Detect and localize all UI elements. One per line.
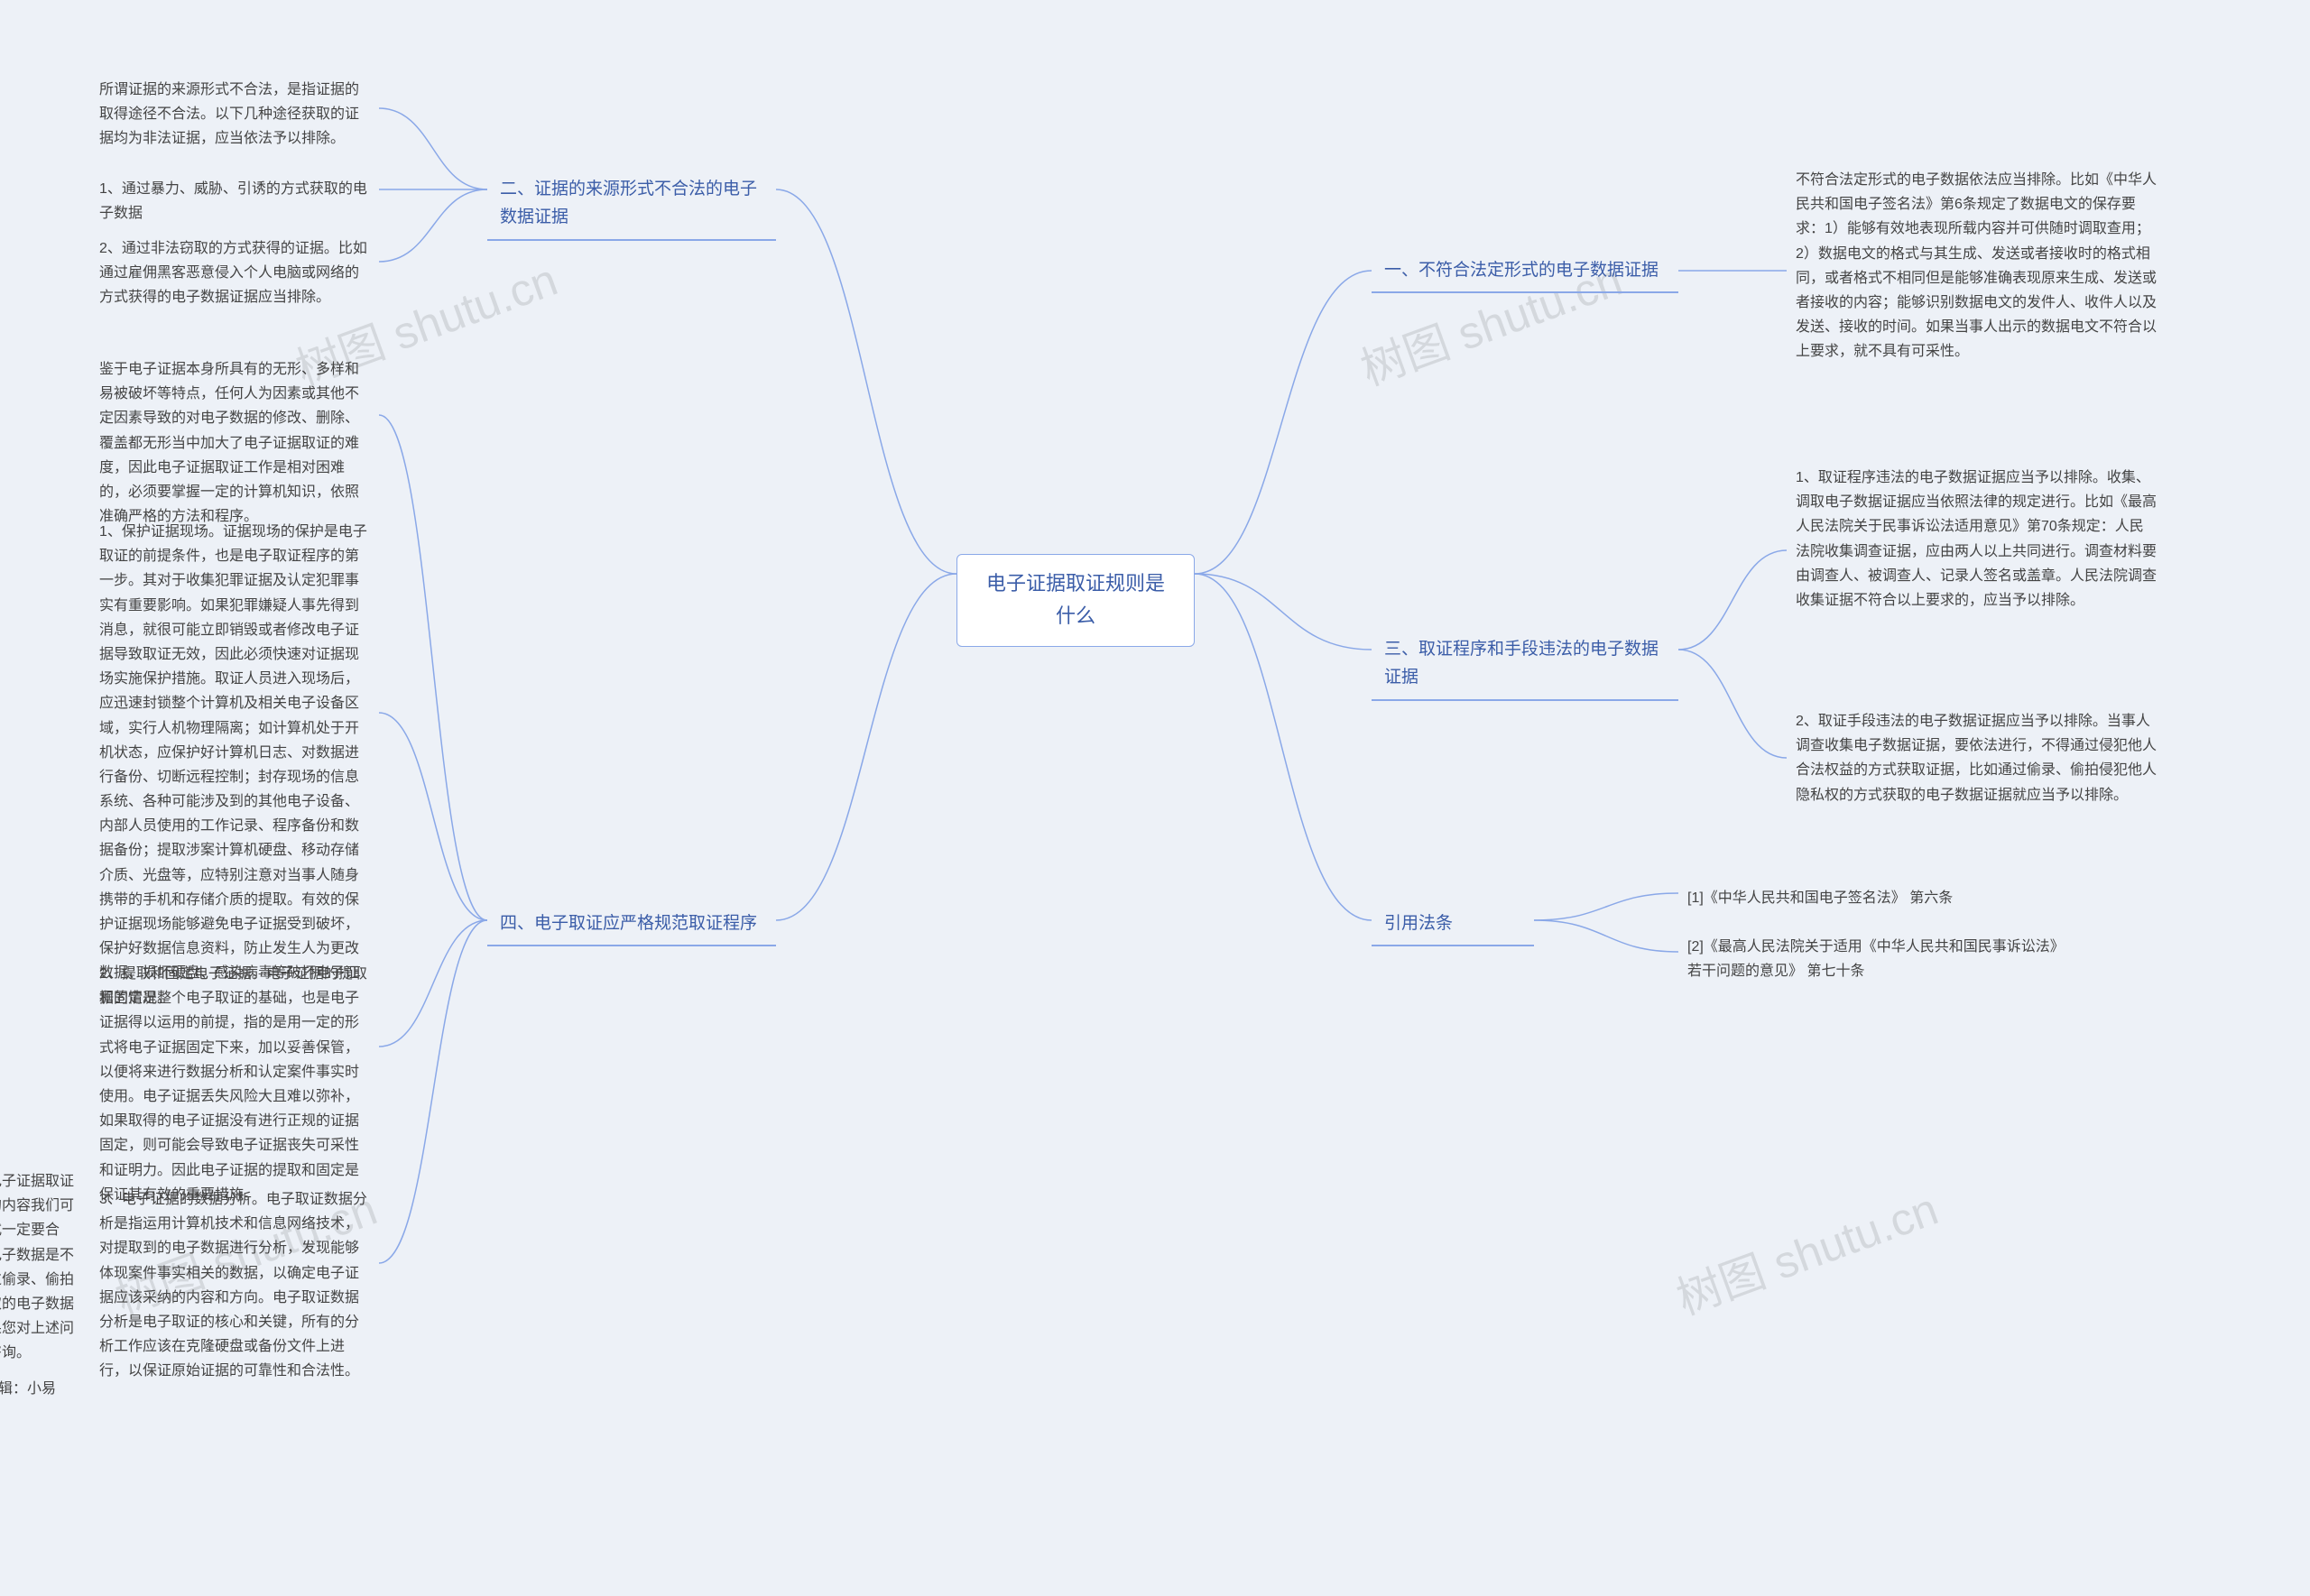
leaf-r3-2: [2]《最高人民法院关于适用《中华人民共和国民事诉讼法》若干问题的意见》 第七十…: [1678, 929, 2075, 989]
leaf-r2-2: 2、取证手段违法的电子数据证据应当予以排除。当事人调查收集电子数据证据，要依法进…: [1787, 704, 2166, 813]
leaf-r1-1: 不符合法定形式的电子数据依法应当排除。比如《中华人民共和国电子签名法》第6条规定…: [1787, 162, 2166, 370]
watermark: 树图 shutu.cn: [1667, 1173, 1945, 1327]
root-node: 电子证据取证规则是什么: [956, 554, 1195, 647]
leaf-l2-6: 责任编辑：小易: [0, 1371, 108, 1407]
leaf-r2-1: 1、取证程序违法的电子数据证据应当予以排除。收集、调取电子数据证据应当依照法律的…: [1787, 460, 2166, 618]
leaf-l1-2: 1、通过暴力、威胁、引诱的方式获取的电子数据: [90, 171, 379, 231]
branch-left-1: 二、证据的来源形式不合法的电子数据证据: [487, 168, 776, 241]
leaf-l1-3: 2、通过非法窃取的方式获得的证据。比如通过雇佣黑客恶意侵入个人电脑或网络的方式获…: [90, 231, 379, 316]
leaf-l2-1: 鉴于电子证据本身所具有的无形、多样和易被破坏等特点，任何人为因素或其他不定因素导…: [90, 352, 379, 534]
leaf-l2-5: 以上就是小编整理的关于电子证据取证规则的有关内容，从上面的内容我们可以知道电子证…: [0, 1164, 90, 1371]
branch-right-3: 引用法条: [1372, 902, 1534, 946]
leaf-l2-2: 1、保护证据现场。证据现场的保护是电子取证的前提条件，也是电子取证程序的第一步。…: [90, 514, 379, 1016]
leaf-r3-1: [1]《中华人民共和国电子签名法》 第六条: [1678, 881, 2057, 916]
leaf-l2-3: 2、提取和固定电子证据。电子证据的提取和固定是整个电子取证的基础，也是电子证据得…: [90, 956, 379, 1213]
branch-left-2: 四、电子取证应严格规范取证程序: [487, 902, 776, 946]
leaf-l1-1: 所谓证据的来源形式不合法，是指证据的取得途径不合法。以下几种途径获取的证据均为非…: [90, 72, 379, 157]
branch-right-2: 三、取证程序和手段违法的电子数据证据: [1372, 628, 1678, 701]
branch-right-1: 一、不符合法定形式的电子数据证据: [1372, 249, 1678, 293]
leaf-l2-4: 3、电子证据的数据分析。电子取证数据分析是指运用计算机技术和信息网络技术，对提取…: [90, 1182, 379, 1389]
